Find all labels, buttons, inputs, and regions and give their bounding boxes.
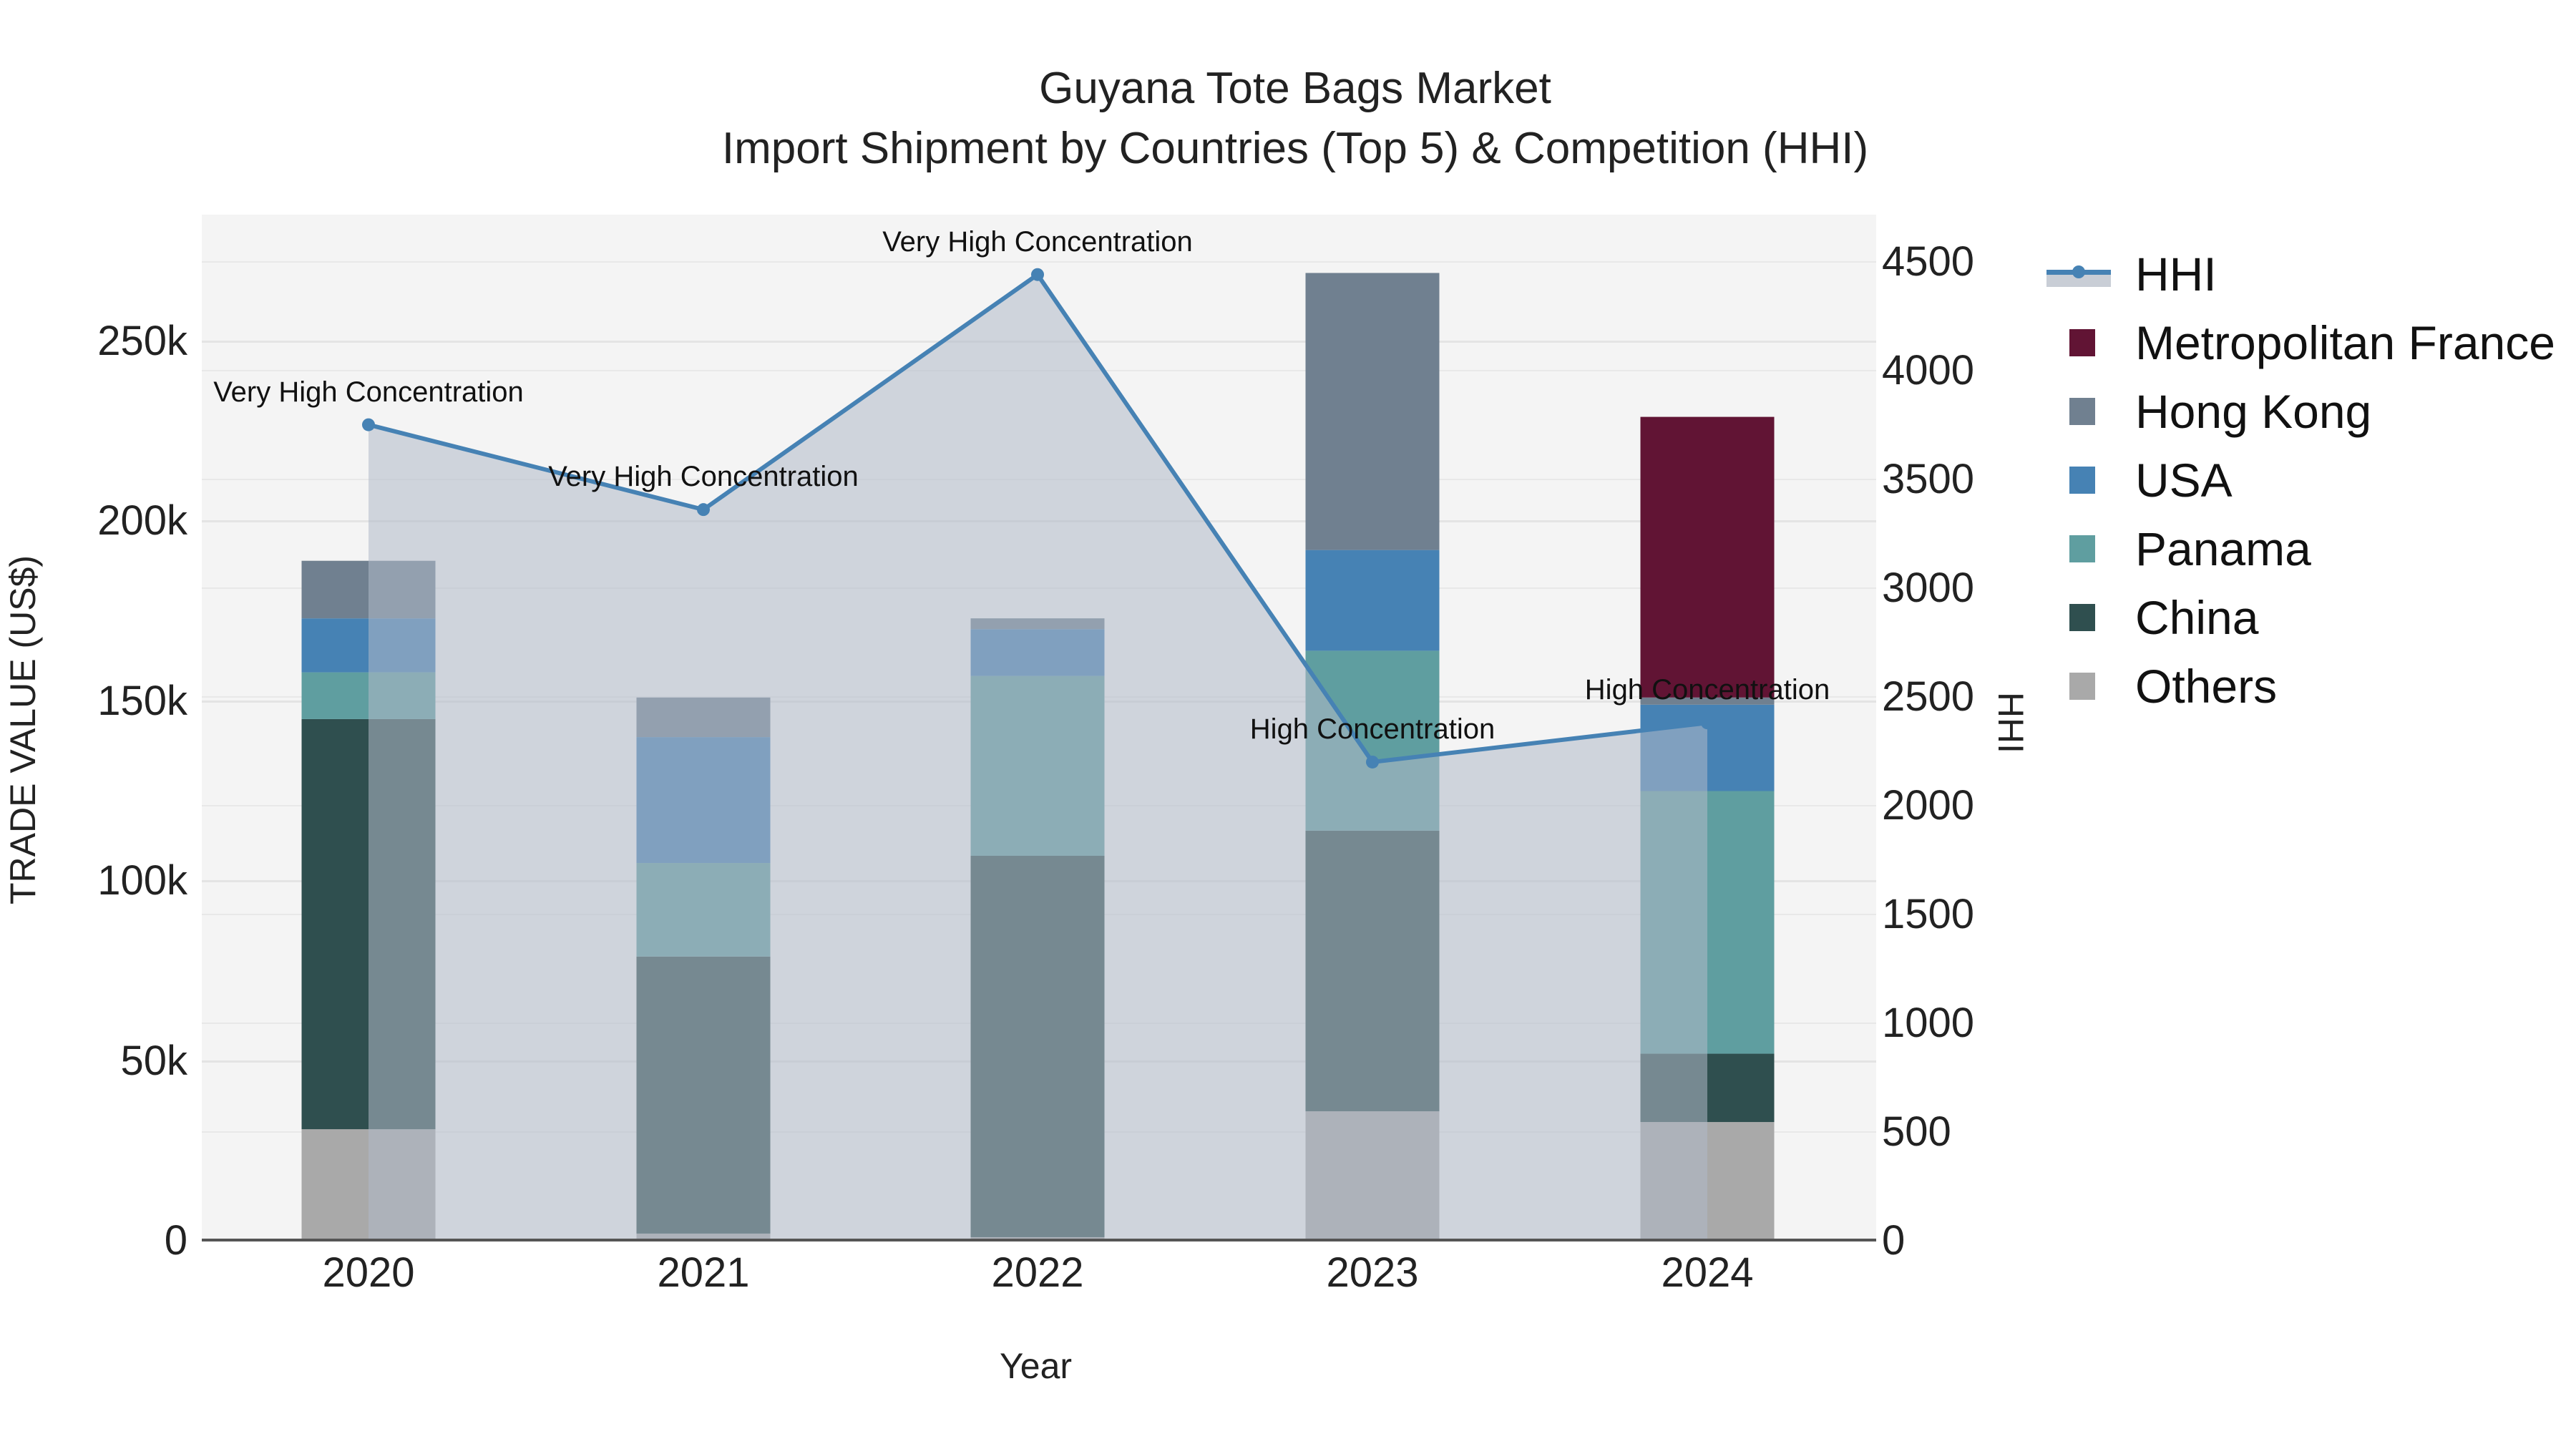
y-right-tick: 2000: [1882, 781, 1975, 829]
legend-label: Metropolitan France: [2135, 316, 2555, 369]
y-left-tick: 200k: [97, 497, 187, 545]
chart-overlay: [301, 268, 1775, 1241]
hhi-annotation-2024: High Concentration: [1584, 674, 1830, 706]
hhi-annotation-2023: High Concentration: [1249, 713, 1496, 745]
y-left-tick: 0: [164, 1217, 187, 1264]
y-right-tick: 4500: [1882, 238, 1975, 285]
legend-item-hhi[interactable]: HHI: [2046, 240, 2555, 308]
bar-segment-metropolitan-france[interactable]: [1640, 416, 1775, 698]
hhi-point-2020[interactable]: [362, 418, 375, 431]
y-right-tick: 1000: [1882, 999, 1975, 1046]
legend-item-panama[interactable]: Panama: [2046, 514, 2555, 583]
legend-label: USA: [2135, 454, 2233, 507]
y-left-tick: 250k: [97, 318, 187, 364]
legend-label: HHI: [2135, 248, 2217, 301]
legend-item-metropolitan-france[interactable]: Metropolitan France: [2046, 308, 2555, 377]
color-swatch-icon: [2069, 673, 2095, 700]
bar-segment-usa[interactable]: [1305, 550, 1440, 651]
bar-segment-hong-kong[interactable]: [1305, 273, 1440, 550]
legend-label: Others: [2135, 660, 2278, 713]
color-swatch-icon: [2069, 329, 2095, 356]
legend-label: China: [2135, 591, 2259, 644]
hhi-point-2022[interactable]: [1031, 268, 1044, 281]
y-right-tick: 3000: [1882, 564, 1975, 611]
y-axis-left-title: TRADE VALUE (US$): [3, 555, 43, 905]
hhi-area: [369, 274, 1707, 1241]
legend-label: Hong Kong: [2135, 385, 2372, 438]
y-right-tick: 1500: [1882, 890, 1975, 937]
y-left-tick: 100k: [97, 857, 187, 904]
color-swatch-icon: [2069, 398, 2095, 425]
x-tick-2024: 2024: [1661, 1249, 1754, 1296]
x-tick-2021: 2021: [657, 1249, 750, 1296]
y-left-tick: 50k: [120, 1037, 187, 1084]
color-swatch-icon: [2069, 467, 2095, 494]
legend-item-others[interactable]: Others: [2046, 652, 2555, 721]
y-right-tick: 0: [1882, 1217, 1906, 1264]
x-tick-2022: 2022: [991, 1249, 1084, 1296]
gridline-right: [202, 260, 1876, 263]
line-marker-icon: [2046, 261, 2111, 287]
legend-item-china[interactable]: China: [2046, 583, 2555, 652]
y-axis-right-title: HHI: [1991, 691, 2031, 754]
color-swatch-icon: [2069, 535, 2095, 562]
x-axis-line: [202, 1239, 1876, 1241]
legend-item-hong-kong[interactable]: Hong Kong: [2046, 377, 2555, 446]
color-swatch-icon: [2069, 604, 2095, 631]
legend: HHI Metropolitan France Hong Kong USA Panama…: [2046, 240, 2555, 721]
hhi-point-2021[interactable]: [697, 503, 710, 517]
y-right-tick: 4000: [1882, 346, 1975, 394]
hhi-annotation-2021: Very High Concentration: [548, 461, 859, 493]
legend-label: Panama: [2135, 522, 2311, 575]
bar-segment-hong-kong[interactable]: [1640, 697, 1775, 705]
hhi-point-2023[interactable]: [1366, 755, 1379, 769]
y-left-tick: 150k: [97, 677, 187, 724]
hhi-annotation-2020: Very High Concentration: [213, 376, 524, 408]
hhi-annotation-2022: Very High Concentration: [882, 225, 1193, 258]
y-right-tick: 3500: [1882, 455, 1975, 502]
legend-item-usa[interactable]: USA: [2046, 446, 2555, 514]
y-right-tick: 2500: [1882, 673, 1975, 720]
x-tick-2023: 2023: [1326, 1249, 1419, 1296]
y-right-tick: 500: [1882, 1108, 1951, 1155]
hhi-point-2024[interactable]: [1701, 716, 1714, 730]
chart-title-line1: Guyana Tote Bags Market: [1039, 64, 1551, 113]
chart-title-line2: Import Shipment by Countries (Top 5) & C…: [721, 124, 1869, 173]
x-tick-2020: 2020: [322, 1249, 415, 1296]
x-axis-title: Year: [1000, 1346, 1073, 1386]
